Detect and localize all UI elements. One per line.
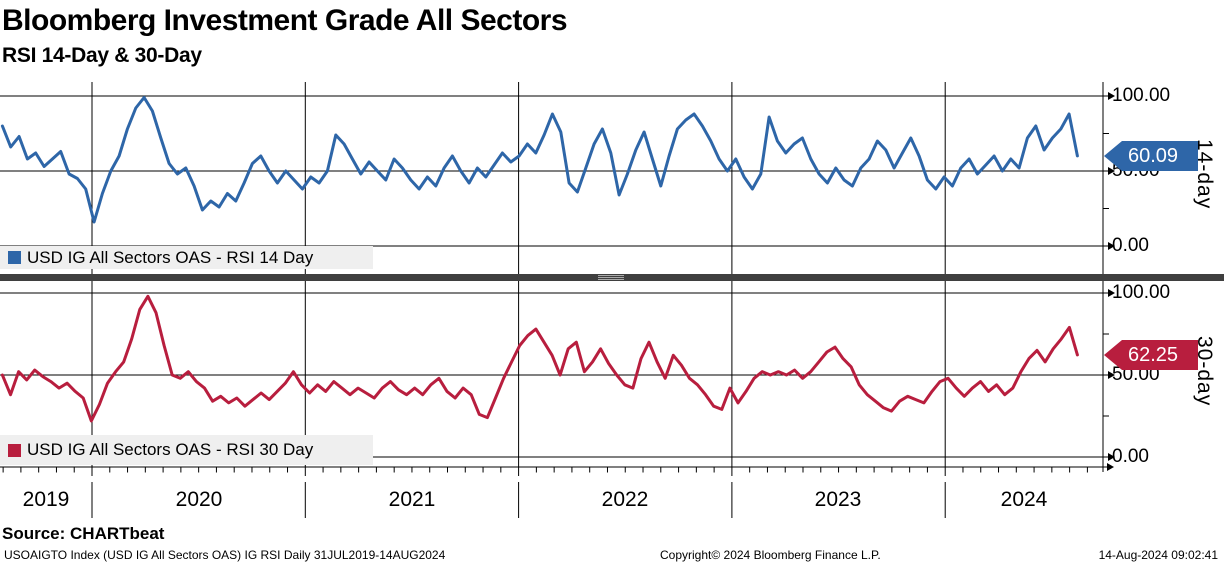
legend-rsi14[interactable]: USD IG All Sectors OAS - RSI 14 Day (0, 246, 373, 269)
last-value-badge-rsi30: 62.25 (1104, 340, 1198, 370)
xtick-2023: 2023 (814, 488, 862, 511)
ytick-rsi30-0: 0.00 (1112, 446, 1149, 467)
page-title: Bloomberg Investment Grade All Sectors (2, 4, 568, 37)
legend-label-rsi14: USD IG All Sectors OAS - RSI 14 Day (27, 247, 314, 267)
divider-grip-handle[interactable] (598, 275, 624, 280)
source-note: Source: CHARTbeat (2, 524, 165, 543)
ytick-rsi14-0: 0.00 (1112, 235, 1149, 256)
chart-subtitle: RSI 14-Day & 30-Day (2, 44, 202, 67)
xtick-2019: 2019 (22, 488, 70, 511)
legend-label-rsi30: USD IG All Sectors OAS - RSI 30 Day (27, 440, 314, 459)
series-swatch-rsi14-icon (8, 251, 21, 264)
panel-axis-label-30day: 30-day (1193, 336, 1216, 407)
timestamp: 14-Aug-2024 09:02:41 (1098, 548, 1218, 562)
panel-axis-label-14day: 14-day (1193, 139, 1216, 210)
ytick-rsi14-100: 100.00 (1112, 85, 1171, 106)
xtick-2024: 2024 (1000, 488, 1048, 511)
xtick-2022: 2022 (601, 488, 649, 511)
panel-divider (0, 274, 1224, 281)
copyright-note: Copyright© 2024 Bloomberg Finance L.P. (660, 548, 881, 562)
xtick-2020: 2020 (175, 488, 223, 511)
xtick-2021: 2021 (388, 488, 436, 511)
ytick-rsi30-100: 100.00 (1112, 282, 1171, 303)
series-swatch-rsi30-icon (8, 443, 21, 457)
ticker-info: USOAIGTO Index (USD IG All Sectors OAS) … (4, 548, 446, 562)
legend-rsi30[interactable]: USD IG All Sectors OAS - RSI 30 Day (0, 435, 373, 465)
last-value-badge-rsi14: 60.09 (1104, 141, 1198, 171)
